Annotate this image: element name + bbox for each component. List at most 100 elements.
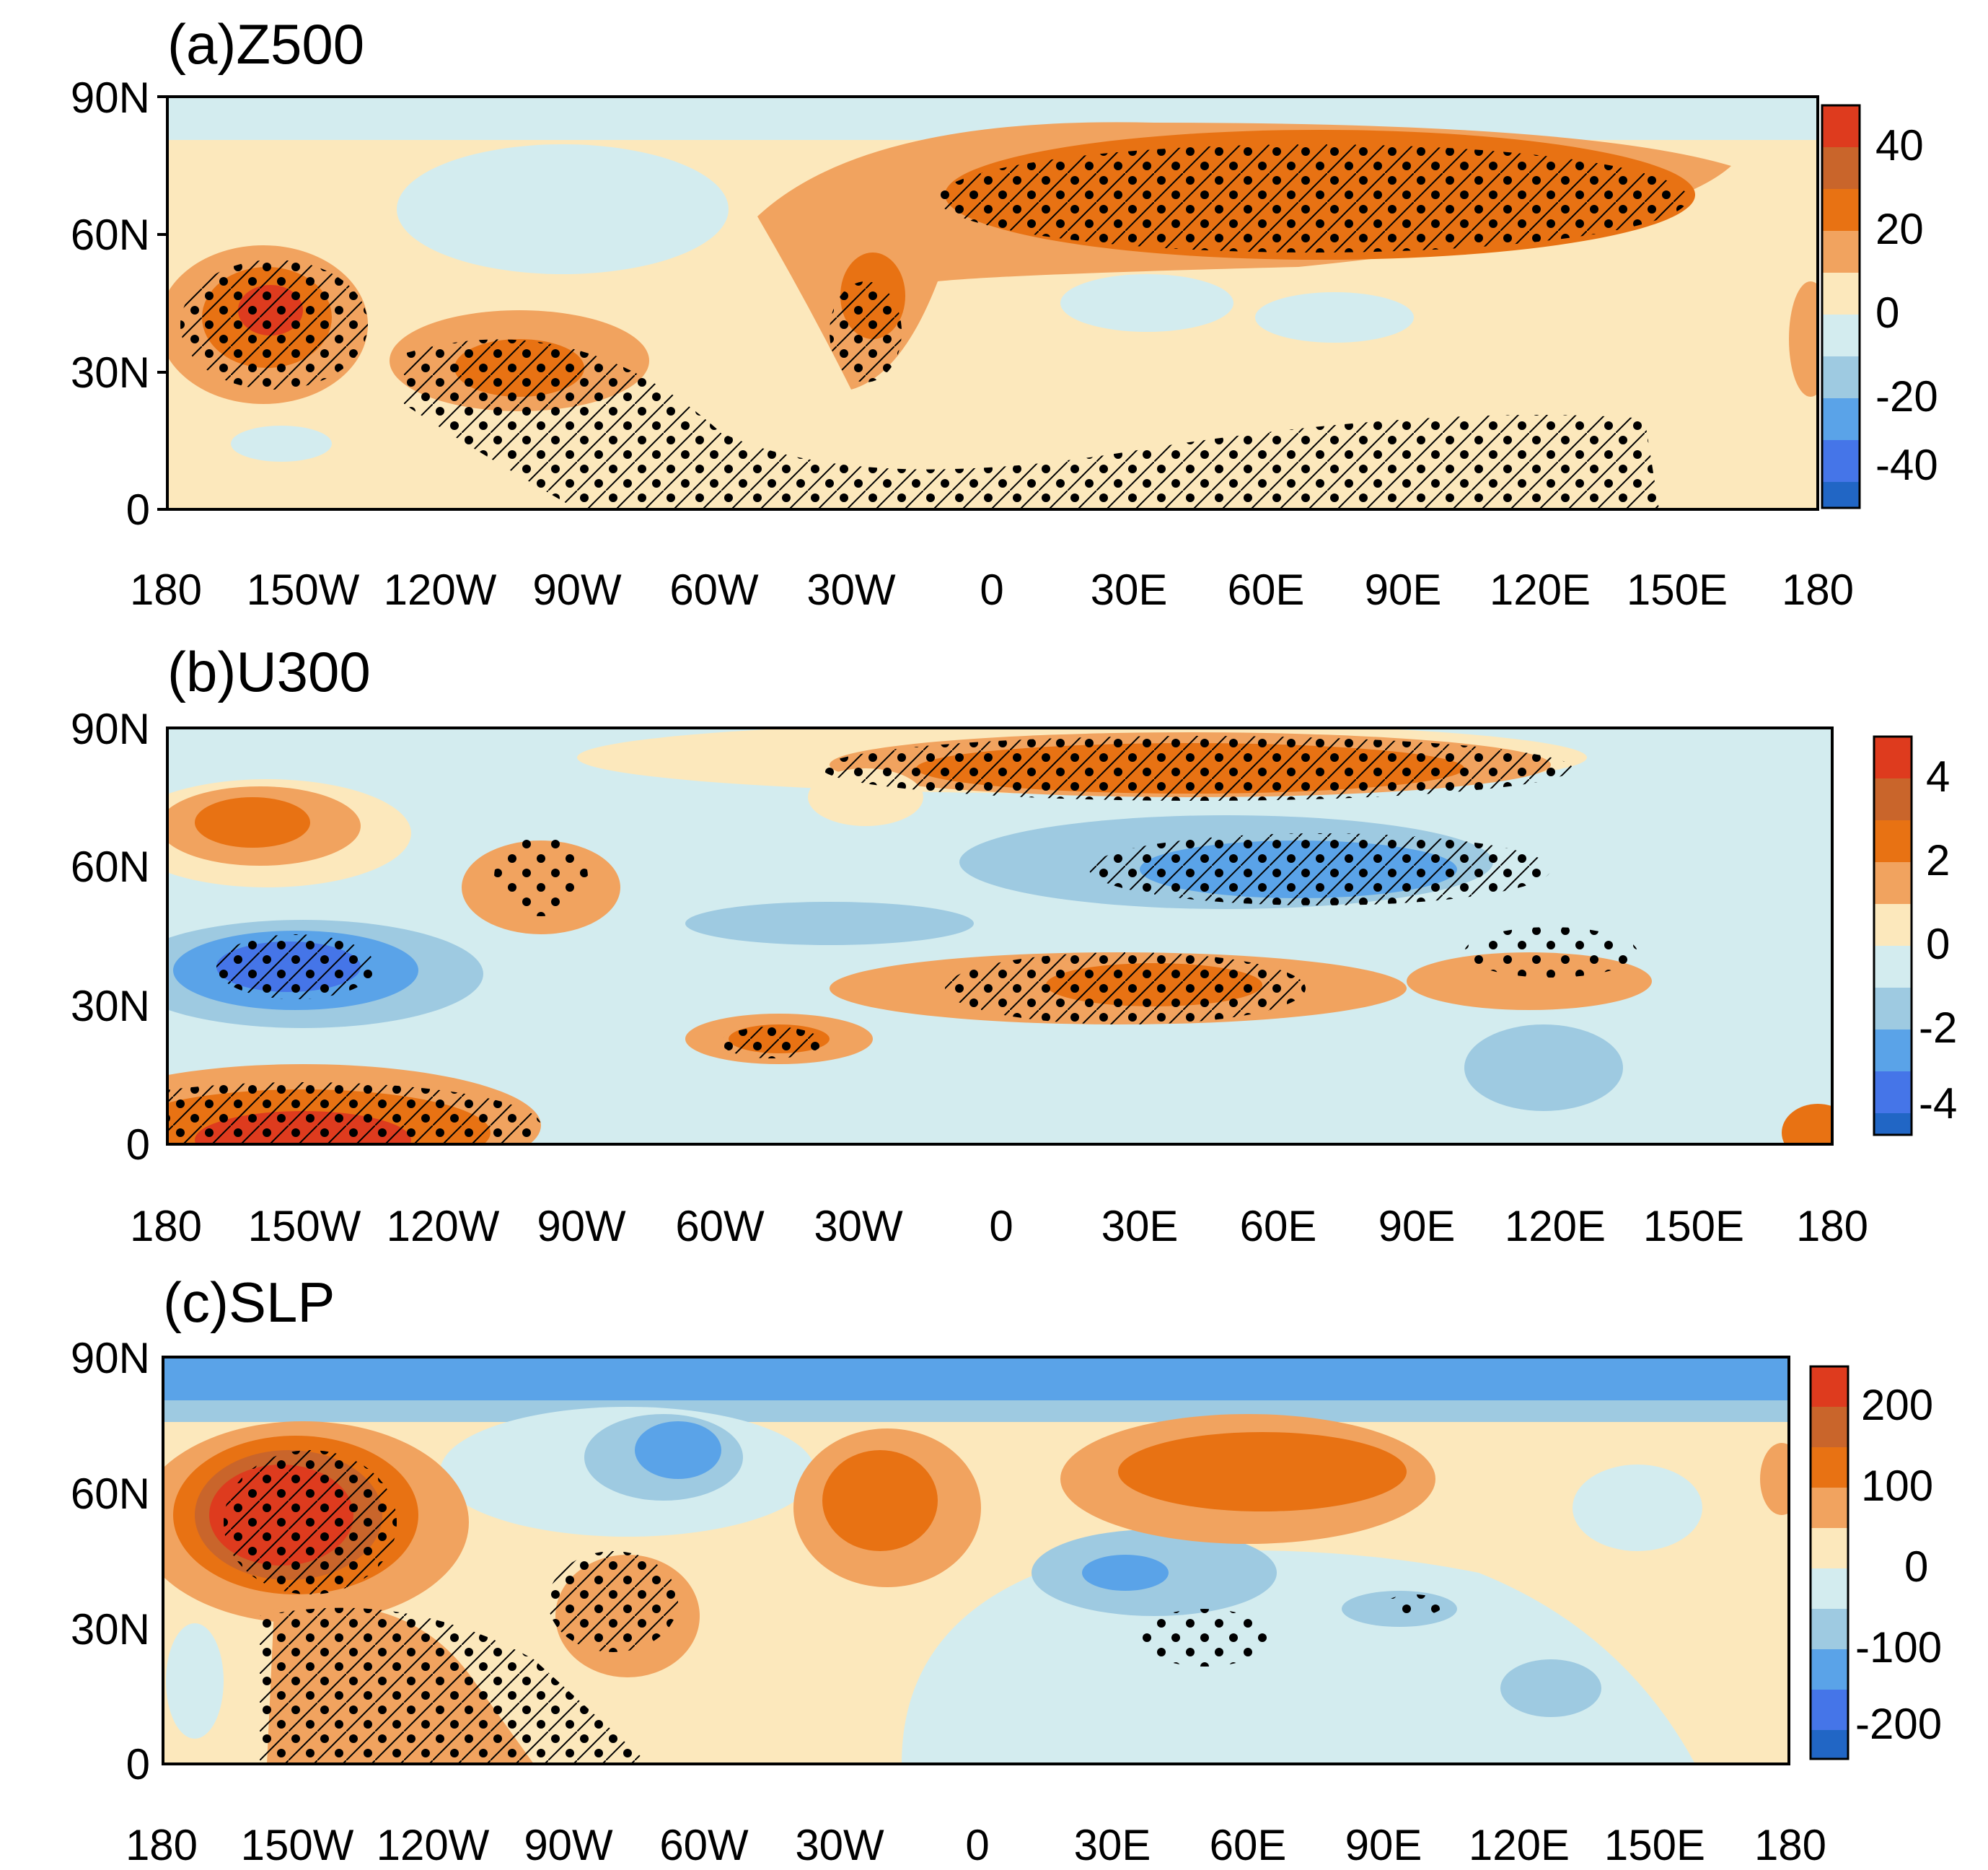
xtick-120e: 120E <box>1490 566 1591 614</box>
panel-a-colorbar: 40 20 0 -20 -40 <box>1821 104 1938 509</box>
xtick-150e: 150E <box>1643 1202 1744 1250</box>
panel-c-frame <box>162 1356 1790 1765</box>
colorbar-c-label-100: 100 <box>1861 1462 1933 1510</box>
xtick-60w: 60W <box>675 1202 765 1250</box>
xtick-30w: 30W <box>814 1202 903 1250</box>
xtick-120w: 120W <box>387 1202 500 1250</box>
xtick-0: 0 <box>980 566 1003 614</box>
panel-c-yaxis: 90N 60N 30N 0 <box>71 1334 150 1788</box>
xtick-60w: 60W <box>669 566 759 614</box>
panel-c-title: (c)SLP <box>163 1270 335 1334</box>
anomaly-negative-central-asia <box>1255 292 1414 343</box>
panel-b-frame <box>166 727 1834 1146</box>
xtick-90e: 90E <box>1378 1202 1456 1250</box>
xtick-90e: 90E <box>1365 566 1442 614</box>
anomaly-positive-siberia-core <box>1118 1432 1407 1511</box>
anomaly-positive-alaska-core <box>195 797 310 848</box>
anomaly-negative-hudson-core <box>635 1421 721 1479</box>
xtick-30e: 30E <box>1101 1202 1179 1250</box>
ytick-60N: 60N <box>71 843 150 891</box>
significance-east-asia <box>1464 927 1637 978</box>
ytick-60N: 60N <box>71 1470 150 1518</box>
panel-b-title: (b)U300 <box>167 640 371 703</box>
xtick-180w: 180 <box>130 1202 202 1250</box>
xtick-150w: 150W <box>241 1821 354 1869</box>
anomaly-negative-arctic-canada <box>397 144 729 274</box>
significance-equatorial-pacific <box>167 1082 541 1144</box>
ytick-30N: 30N <box>71 1605 150 1654</box>
xtick-180e: 180 <box>1796 1202 1868 1250</box>
xtick-180w: 180 <box>130 566 202 614</box>
anomaly-positive-dateline <box>1760 1443 1789 1515</box>
anomaly-negative-arctic-outer <box>163 1400 1789 1422</box>
xtick-30e: 30E <box>1074 1821 1151 1869</box>
xtick-120w: 120W <box>377 1821 490 1869</box>
colorbar-b-label-2: 2 <box>1926 836 1950 884</box>
colorbar-c-label-0: 0 <box>1904 1542 1928 1591</box>
ytick-90N: 90N <box>71 74 150 122</box>
ytick-0: 0 <box>126 486 150 534</box>
significance-subtropical-jet <box>945 952 1306 1024</box>
anomaly-negative-south-china-sea <box>1464 1024 1623 1111</box>
significance-atlantic <box>830 281 902 382</box>
ytick-30N: 30N <box>71 348 150 397</box>
significance-eurasia <box>938 144 1688 253</box>
xtick-150w: 150W <box>247 566 360 614</box>
ytick-90N: 90N <box>71 1334 150 1382</box>
panel-b-colorbar: 4 2 0 -2 -4 <box>1873 735 1957 1136</box>
xtick-60w: 60W <box>659 1821 749 1869</box>
panel-c-xaxis: 180 150W 120W 90W 60W 30W 0 30E 60E 90E … <box>126 1821 1826 1869</box>
panel-c-colorbar: 200 100 0 -100 -200 <box>1809 1365 1942 1760</box>
panel-a-title: (a)Z500 <box>167 12 364 76</box>
panel-c-map <box>163 1357 1789 1764</box>
colorbar-c-label-neg100: -100 <box>1855 1623 1942 1672</box>
xtick-90w: 90W <box>537 1202 626 1250</box>
panel-a: (a)Z500 <box>71 12 1938 614</box>
colorbar-c-label-200: 200 <box>1861 1381 1933 1429</box>
colorbar-b-label-neg4: -4 <box>1919 1079 1957 1128</box>
panel-c: (c)SLP <box>71 1270 1942 1869</box>
significance-arabia <box>1140 1609 1270 1667</box>
panel-a-yaxis: 90N 60N 30N 0 <box>71 74 167 534</box>
significance-tropical-atlantic <box>721 1027 822 1058</box>
panel-b-yaxis: 90N 60N 30N 0 <box>71 705 150 1169</box>
xtick-30w: 30W <box>806 566 896 614</box>
ytick-0: 0 <box>126 1740 150 1788</box>
xtick-30e: 30E <box>1091 566 1168 614</box>
xtick-90e: 90E <box>1345 1821 1422 1869</box>
xtick-120w: 120W <box>384 566 497 614</box>
anomaly-positive-north-atlantic-core <box>822 1450 938 1551</box>
xtick-120e: 120E <box>1505 1202 1606 1250</box>
ytick-30N: 30N <box>71 982 150 1030</box>
colorbar-b-label-4: 4 <box>1926 752 1950 801</box>
xtick-0: 0 <box>965 1821 989 1869</box>
xtick-120e: 120E <box>1469 1821 1570 1869</box>
xtick-180e: 180 <box>1782 566 1854 614</box>
panel-a-frame <box>166 95 1819 511</box>
xtick-150e: 150E <box>1604 1821 1705 1869</box>
panel-a-xaxis: 180 150W 120W 90W 60W 30W 0 30E 60E 90E … <box>130 566 1854 614</box>
xtick-180w: 180 <box>126 1821 198 1869</box>
significance-tibet <box>1385 1594 1443 1616</box>
significance-pacific <box>216 934 375 999</box>
panel-a-map <box>167 97 1818 509</box>
panel-b: (b)U300 <box>71 640 1957 1250</box>
anomaly-positive-dateline-east <box>1782 1104 1832 1144</box>
xtick-30w: 30W <box>795 1821 884 1869</box>
colorbar-a-label-neg40: -40 <box>1875 441 1938 489</box>
significance-north-america <box>494 837 588 916</box>
significance-eastern-us <box>548 1551 678 1652</box>
panel-b-map <box>167 728 1832 1144</box>
ytick-90N: 90N <box>71 705 150 753</box>
anomaly-negative-philippines <box>1500 1659 1601 1717</box>
colorbar-a-label-40: 40 <box>1875 121 1924 170</box>
significance-tropics <box>404 339 1659 509</box>
colorbar-b-label-0: 0 <box>1926 920 1950 968</box>
significance-arctic-eurasia <box>822 736 1573 801</box>
xtick-60e: 60E <box>1240 1202 1317 1250</box>
xtick-60e: 60E <box>1228 566 1305 614</box>
xtick-90w: 90W <box>532 566 622 614</box>
significance-ne-pacific <box>180 260 368 390</box>
anomaly-negative-subtropical-pacific <box>231 426 332 462</box>
anomaly-negative-arctic <box>163 1357 1789 1400</box>
